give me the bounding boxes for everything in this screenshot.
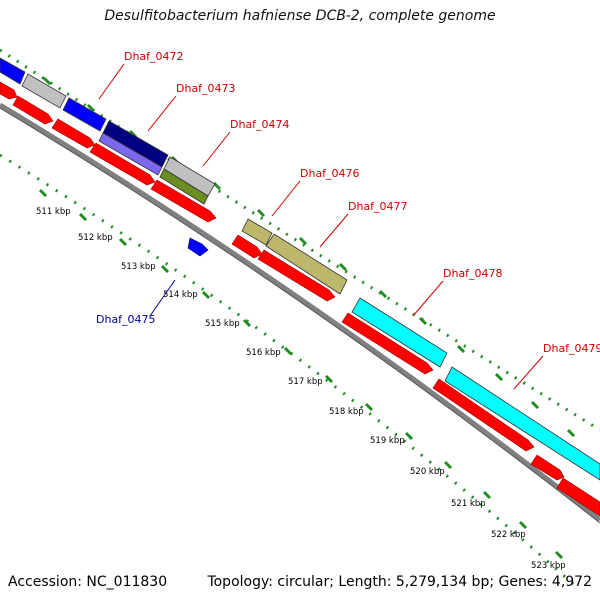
gene-label-dhaf-0474: Dhaf_0474 — [230, 118, 290, 131]
feature-khaki-1 — [241, 218, 273, 246]
major-ticks — [38, 76, 576, 560]
cds-arrow — [89, 142, 156, 186]
feature-olive — [159, 168, 209, 205]
cds-arrow — [432, 378, 535, 452]
kbp-label: 512 kbp — [78, 233, 113, 243]
outer-tick-ring — [0, 48, 600, 432]
map-title: Desulfitobacterium hafniense DCB-2, comp… — [104, 8, 496, 24]
feature-blue-1 — [0, 57, 26, 85]
kbp-label: 517 kbp — [288, 377, 323, 387]
inner-tick-ring — [0, 153, 581, 592]
kbp-label: 523 kbp — [531, 561, 566, 571]
cds-arrow — [341, 312, 434, 375]
gene-label-dhaf-0475: Dhaf_0475 — [96, 313, 156, 326]
label-leader-minus — [149, 279, 176, 317]
cds-arrow — [530, 454, 565, 481]
cds-arrow — [0, 81, 18, 100]
cds-track — [0, 81, 600, 517]
feature-grey-1 — [21, 73, 67, 109]
kbp-label: 521 kbp — [451, 499, 486, 509]
cds-arrow — [231, 234, 263, 259]
gene-label-dhaf-0473: Dhaf_0473 — [176, 82, 236, 95]
gene-label-dhaf-0479: Dhaf_0479 — [543, 342, 600, 355]
kbp-label: 519 kbp — [370, 436, 405, 446]
feature-track — [0, 57, 600, 481]
kbp-label: 518 kbp — [329, 407, 364, 417]
kbp-label: 513 kbp — [121, 262, 156, 272]
cds-arrow — [51, 118, 96, 149]
feature-slate — [98, 132, 163, 176]
cds-arrow — [257, 249, 336, 302]
kbp-label: 511 kbp — [36, 207, 71, 217]
feature-khaki-2 — [265, 233, 348, 295]
label-leaders — [98, 63, 544, 390]
kbp-label: 516 kbp — [246, 348, 281, 358]
gene-label-dhaf-0477: Dhaf_0477 — [348, 200, 408, 213]
feature-cyan-1 — [351, 297, 448, 368]
gene-label-dhaf-0472: Dhaf_0472 — [124, 50, 184, 63]
kbp-label: 522 kbp — [491, 530, 526, 540]
feature-dhaf-0475 — [187, 237, 209, 257]
cds-arrow — [150, 179, 217, 223]
cds-arrow — [556, 477, 600, 517]
gene-label-dhaf-0476: Dhaf_0476 — [300, 167, 360, 180]
accession-text: Accession: NC_011830 — [8, 574, 168, 590]
genome-backbone-shadow — [0, 107, 600, 524]
kbp-label: 520 kbp — [410, 467, 445, 477]
topology-stats-text: Topology: circular; Length: 5,279,134 bp… — [207, 574, 592, 590]
gene-label-dhaf-0478: Dhaf_0478 — [443, 267, 503, 280]
feature-cyan-2 — [444, 366, 600, 481]
cds-arrow — [12, 95, 54, 125]
genome-backbone — [0, 102, 600, 522]
feature-blue-2 — [62, 97, 107, 132]
kbp-label: 514 kbp — [163, 290, 198, 300]
kbp-label: 515 kbp — [205, 319, 240, 329]
